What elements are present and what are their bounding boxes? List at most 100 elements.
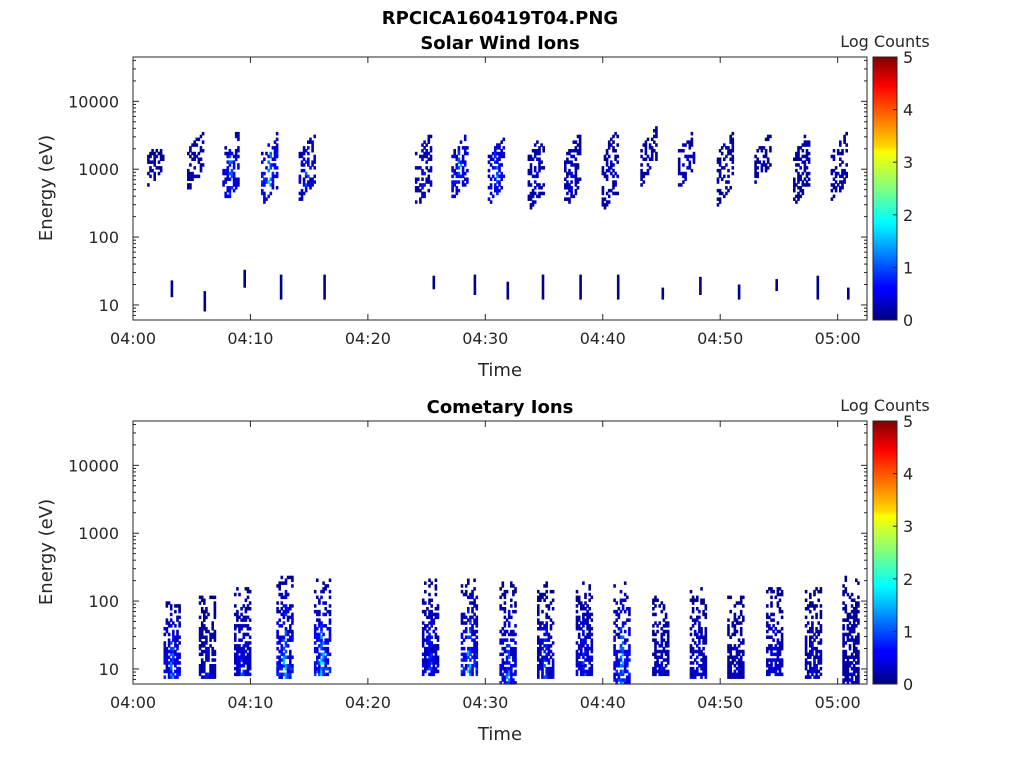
heatmap-cell [200,666,204,671]
heatmap-cell [684,174,687,179]
heatmap-cell [244,615,248,620]
heatmap-cell [855,604,858,608]
heatmap-cell [650,137,654,142]
heatmap-cell [735,652,739,657]
heatmap-cell [291,612,294,617]
heatmap-cell [541,621,544,625]
heatmap-cell [167,675,171,679]
heatmap-cell [234,638,237,642]
heatmap-cell [538,168,541,173]
heatmap-cell [165,669,169,674]
heatmap-cell [318,618,321,622]
heatmap-cell [819,652,823,657]
heatmap-cell [804,652,808,657]
heatmap-cell [551,658,555,662]
heatmap-cell [615,609,618,614]
heatmap-cell [248,649,252,654]
heatmap-cell [832,194,836,199]
heatmap-cell [430,612,433,617]
heatmap-cell [758,146,762,150]
heatmap-cell [803,140,807,144]
heatmap-cell [819,589,823,594]
heatmap-cell [813,632,816,637]
heatmap-cell [575,664,579,668]
heatmap-cell [176,615,179,620]
heatmap-cell [291,632,294,637]
heatmap-cell [462,658,466,662]
heatmap-cell [807,183,811,187]
heatmap-cell [500,171,503,176]
heatmap-cell [176,604,179,608]
heatmap-cell [541,664,544,668]
heatmap-cell [702,652,705,657]
heatmap-cell [799,194,802,199]
heatmap-cell [174,604,177,608]
heatmap-cell [664,612,668,617]
heatmap-cell [774,664,778,668]
heatmap-cell [813,669,816,674]
heatmap-cell [432,275,436,290]
heatmap-cell [240,672,243,677]
heatmap-cell [286,609,290,614]
heatmap-cell [498,154,501,159]
heatmap-cell [421,601,425,605]
heatmap-cell [172,672,175,677]
heatmap-cell [226,171,230,176]
heatmap-cell [489,183,493,187]
heatmap-cell [846,592,850,597]
heatmap-cell [804,661,808,665]
heatmap-cell [238,664,241,668]
heatmap-cell [316,627,319,631]
heatmap-cell [590,649,594,654]
heatmap-cell [841,168,844,173]
heatmap-cell [842,666,845,671]
heatmap-cell [626,675,629,679]
heatmap-cell [580,652,583,657]
heatmap-cell [419,188,422,193]
heatmap-cell [318,638,321,642]
heatmap-cell [457,151,461,156]
heatmap-cell [780,661,784,665]
heatmap-cell [664,652,668,657]
heatmap-cell [776,641,780,645]
heatmap-cell [855,635,858,639]
heatmap-cell [237,166,240,170]
heatmap-cell [607,166,611,170]
heatmap-cell [234,655,237,659]
heatmap-cell [809,609,812,614]
heatmap-cell [309,186,312,190]
heatmap-cell [451,174,454,179]
heatmap-cell [766,669,769,674]
heatmap-cell [733,618,737,622]
heatmap-cell [248,607,252,611]
heatmap-cell [248,618,252,622]
heatmap-cell [191,171,194,176]
heatmap-cell [578,151,582,156]
heatmap-cell [473,604,476,608]
heatmap-cell [471,592,474,597]
heatmap-cell [222,168,225,173]
heatmap-cell [289,652,292,657]
heatmap-cell [424,601,427,605]
heatmap-cell [727,649,730,654]
heatmap-cell [267,143,270,147]
heatmap-cell [434,578,438,582]
heatmap-cell [536,151,539,156]
heatmap-cell [702,646,705,651]
heatmap-cell [313,624,317,628]
heatmap-cell [427,168,431,173]
heatmap-cell [304,186,308,190]
heatmap-cell [612,168,615,173]
heatmap-cell [807,143,811,147]
heatmap-cell [693,632,697,637]
heatmap-cell [318,655,321,659]
heatmap-cell [200,635,204,639]
heatmap-cell [451,154,454,159]
heatmap-cell [533,154,537,159]
heatmap-cell [845,171,848,176]
heatmap-cell [564,197,567,201]
heatmap-cell [648,166,652,170]
heatmap-cell [769,163,772,167]
heatmap-cell [195,137,199,142]
heatmap-cell [576,177,580,181]
